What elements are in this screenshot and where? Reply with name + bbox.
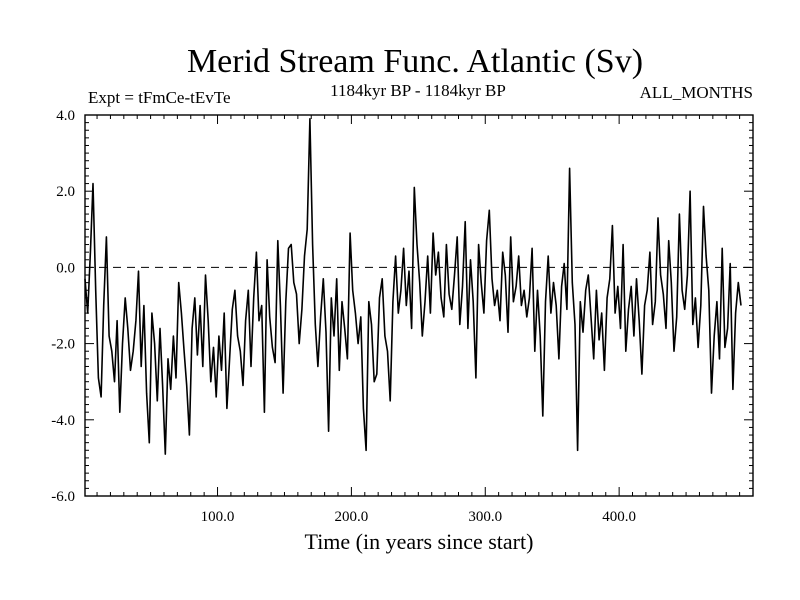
chart-title: Merid Stream Func. Atlantic (Sv) [187,43,643,80]
x-axis-label: Time (in years since start) [305,529,534,554]
y-tick-label: -6.0 [51,489,75,505]
months-label: ALL_MONTHS [640,83,753,102]
x-tick-label: 400.0 [602,509,636,525]
series-layer [84,118,742,455]
y-tick-label: 0.0 [56,260,75,276]
plot-frame [84,114,754,497]
experiment-label: Expt = tFmCe-tEvTe [88,88,231,107]
x-tick-label: 300.0 [468,509,502,525]
series-line-0 [84,118,742,455]
time-range-label: 1184kyr BP - 1184kyr BP [330,81,506,100]
y-tick-label: -2.0 [51,337,75,353]
x-tick-label: 100.0 [201,509,235,525]
x-tick-label: 200.0 [335,509,369,525]
y-tick-label: 4.0 [56,108,75,124]
y-tick-label: -4.0 [51,413,75,429]
ticks-layer: 100.0 200.0 300.0 400.0 -6.0 -4.0 -2.0 0.0 2.0 4.… [51,108,754,525]
y-tick-label: 2.0 [56,184,75,200]
